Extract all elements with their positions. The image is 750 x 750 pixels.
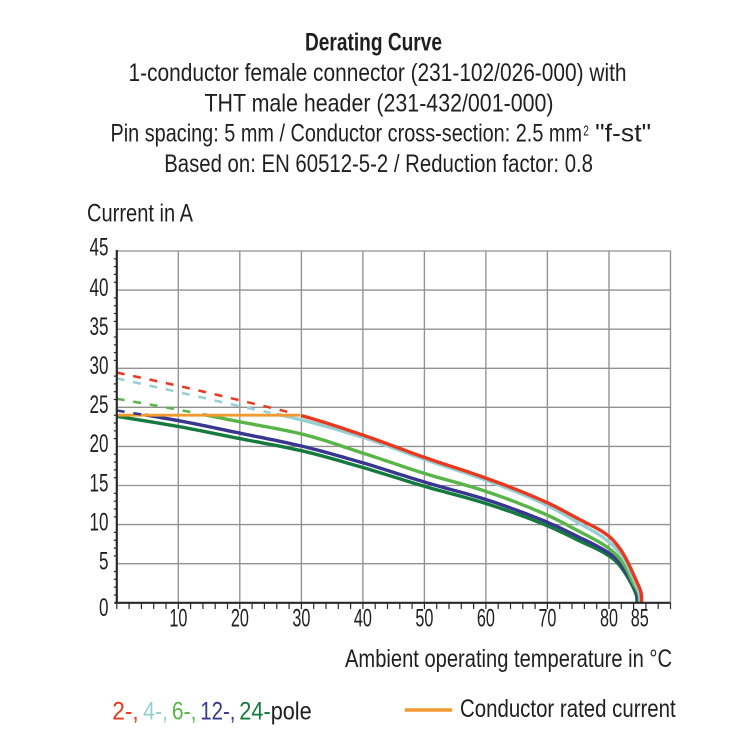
svg-text:24-: 24- — [239, 698, 270, 726]
svg-text:40: 40 — [354, 605, 372, 633]
svg-text:12-,: 12-, — [200, 698, 235, 726]
svg-text:70: 70 — [538, 605, 556, 633]
svg-text:10: 10 — [169, 605, 187, 633]
svg-text:6-,: 6-, — [172, 698, 197, 726]
svg-text:THT male header (231-432/001-0: THT male header (231-432/001-000) — [205, 89, 554, 117]
svg-text:30: 30 — [90, 352, 109, 380]
svg-text:2: 2 — [583, 122, 589, 139]
svg-text:10: 10 — [90, 508, 109, 536]
svg-text:4-,: 4-, — [143, 698, 168, 726]
svg-text:25: 25 — [90, 391, 109, 419]
svg-text:pole: pole — [271, 698, 312, 726]
svg-text:0: 0 — [99, 594, 109, 622]
svg-text:1-conductor female connector (: 1-conductor female connector (231-102/02… — [129, 59, 627, 87]
svg-text:"f-st": "f-st" — [595, 120, 651, 148]
svg-text:80: 80 — [600, 605, 618, 633]
svg-text:5: 5 — [99, 548, 109, 576]
svg-text:2-,: 2-, — [112, 698, 138, 726]
svg-text:45: 45 — [90, 233, 109, 261]
svg-text:Based on: EN 60512-5-2 / Reduc: Based on: EN 60512-5-2 / Reduction facto… — [164, 150, 593, 178]
svg-text:30: 30 — [292, 605, 310, 633]
svg-text:20: 20 — [90, 430, 109, 458]
svg-text:35: 35 — [90, 313, 109, 341]
svg-text:Pin spacing: 5 mm / Conductor: Pin spacing: 5 mm / Conductor cross-sect… — [111, 120, 583, 148]
svg-text:40: 40 — [90, 274, 109, 302]
svg-text:Current in A: Current in A — [87, 200, 193, 228]
svg-text:15: 15 — [90, 469, 109, 497]
svg-text:Ambient operating temperature: Ambient operating temperature in °C — [345, 645, 672, 673]
svg-text:85: 85 — [631, 605, 649, 633]
svg-text:Conductor rated current: Conductor rated current — [460, 695, 676, 723]
svg-text:60: 60 — [477, 605, 495, 633]
svg-text:50: 50 — [415, 605, 433, 633]
svg-text:Derating Curve: Derating Curve — [305, 29, 442, 57]
svg-text:20: 20 — [231, 605, 249, 633]
